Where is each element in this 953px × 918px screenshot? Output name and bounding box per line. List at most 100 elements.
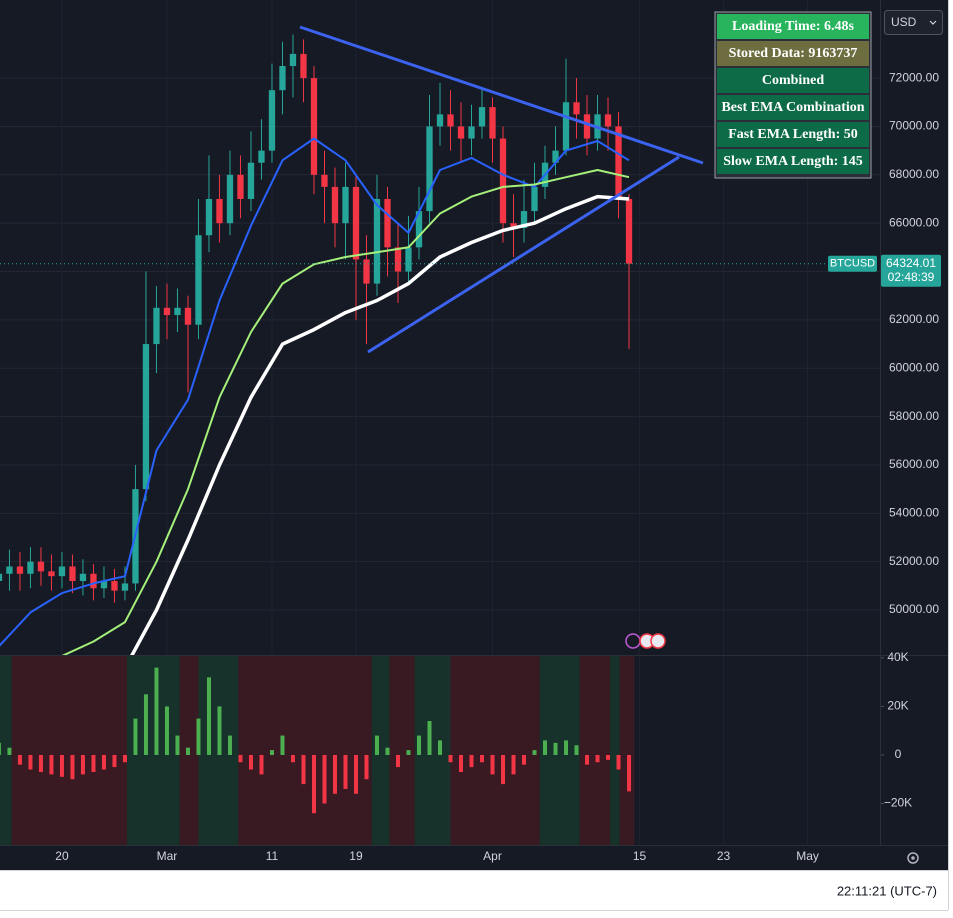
candle-body: [184, 307, 192, 325]
histogram-bar: [248, 754, 253, 770]
histogram-bar: [448, 754, 453, 763]
histogram-bar: [80, 754, 85, 775]
histogram-bar: [7, 747, 12, 755]
histogram-bar: [154, 667, 159, 755]
event-icon[interactable]: [625, 633, 641, 649]
histogram-bar: [217, 706, 222, 755]
candle-body: [37, 561, 45, 572]
candle-body: [489, 107, 496, 139]
x-tick-label: 20: [55, 849, 69, 863]
histogram-bar: [353, 754, 358, 794]
x-tick-label: 11: [266, 849, 279, 863]
candle-body: [363, 259, 370, 284]
candle-body: [142, 344, 150, 490]
candle-body: [625, 198, 633, 264]
histogram-bar: [627, 754, 632, 792]
y-tick-label: 60000.00: [889, 360, 939, 374]
ema-line: [61, 169, 630, 655]
candle-body: [394, 247, 402, 272]
candle-body: [289, 53, 297, 67]
histogram-bar: [469, 754, 474, 768]
drawings: [299, 25, 704, 354]
info-row: [717, 122, 869, 147]
x-tick-label: Mar: [157, 849, 178, 863]
candle-body: [205, 198, 213, 236]
trendline[interactable]: [299, 25, 704, 165]
dropdown-label: USD: [891, 15, 917, 29]
histogram-bar: [332, 754, 337, 794]
candle-body: [48, 571, 55, 577]
candle-body: [195, 235, 202, 325]
candle-body: [247, 162, 255, 199]
info-panel: Loading Time: 6.48s Stored Data: 9163737 C…: [714, 11, 872, 179]
event-icon[interactable]: [650, 633, 666, 649]
histogram-bar: [185, 747, 190, 755]
candle-body: [573, 102, 580, 115]
candle-body: [457, 126, 465, 139]
oscillator: [0, 667, 632, 814]
candle-body: [100, 581, 108, 589]
x-tick-label: 23: [717, 849, 731, 863]
x-tick-label: 15: [633, 849, 647, 863]
candle-body: [237, 174, 244, 199]
histogram-bar: [17, 754, 22, 765]
signal-region: [11, 655, 128, 845]
candle-body: [79, 573, 87, 582]
x-tick-label: Apr: [483, 849, 502, 863]
currency-selector[interactable]: USD: [884, 10, 943, 35]
candle-body: [153, 307, 160, 345]
histogram-bar: [595, 754, 600, 763]
y-tick-label: 0: [895, 747, 902, 761]
symbol-label: BTCUSD: [830, 258, 875, 270]
histogram-bar: [416, 735, 421, 755]
candle-body: [258, 150, 265, 163]
info-row-text: Loading Time: 6.48s: [732, 19, 855, 34]
y-tick-label: −20K: [884, 796, 912, 810]
candle-body: [216, 198, 223, 224]
histogram-bar: [311, 754, 316, 814]
ema-line: [0, 137, 630, 647]
info-row: [717, 14, 869, 39]
info-row-text: Combined: [762, 73, 824, 88]
info-row-text: Slow EMA Length: 145: [723, 154, 863, 169]
histogram-bar: [91, 754, 96, 772]
y-tick-label: 66000.00: [889, 215, 939, 229]
settings-button[interactable]: [907, 852, 919, 864]
histogram-bar: [38, 754, 43, 772]
histogram-bar: [574, 745, 579, 755]
candle-body: [373, 198, 381, 284]
histogram-bar: [438, 740, 442, 755]
countdown-label: 02:48:39: [888, 270, 935, 284]
signal-region: [619, 655, 635, 845]
candle-body: [90, 573, 97, 589]
histogram-bar: [532, 750, 537, 755]
histogram-bar: [427, 721, 432, 755]
histogram-bar: [406, 750, 411, 755]
candle-body: [268, 90, 276, 151]
candle-body: [342, 186, 349, 224]
candle-body: [478, 107, 486, 127]
trendline[interactable]: [367, 155, 680, 354]
candle-body: [331, 186, 339, 224]
info-row-text: Fast EMA Length: 50: [728, 127, 858, 142]
info-row-text: Stored Data: 9163737: [729, 46, 858, 61]
candle-body: [16, 566, 24, 574]
price-tag: [881, 254, 941, 287]
histogram-bar: [511, 754, 516, 775]
candle-body: [0, 573, 3, 582]
signal-region: [389, 655, 415, 845]
histogram-bar: [564, 740, 569, 755]
gear-icon[interactable]: [907, 852, 919, 864]
info-row-text: Best EMA Combination: [721, 100, 864, 115]
histogram-bar: [364, 754, 369, 780]
dropdown[interactable]: [884, 10, 943, 35]
histogram-bar: [175, 735, 180, 755]
histogram-bar: [301, 754, 306, 785]
histogram-bar: [59, 754, 64, 777]
histogram-bar: [164, 706, 169, 755]
candle-body: [552, 150, 559, 163]
clock: 22:11:21 (UTC-7): [837, 883, 937, 898]
candle-body: [310, 78, 318, 175]
